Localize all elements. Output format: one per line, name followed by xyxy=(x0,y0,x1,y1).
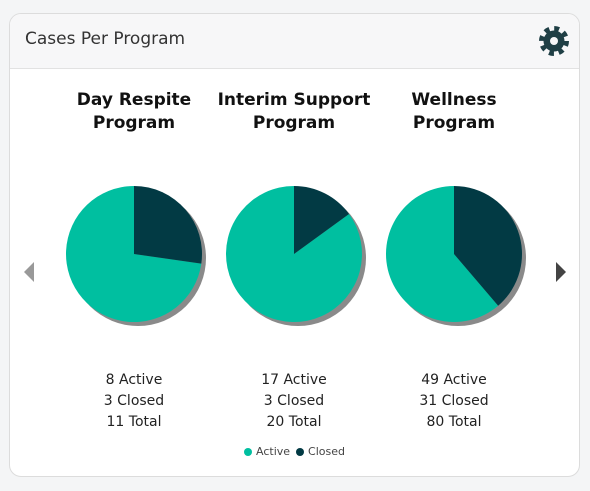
pie-slice xyxy=(294,186,350,254)
chart-title: Interim Support Program xyxy=(217,90,371,133)
next-arrow[interactable] xyxy=(552,260,572,284)
pie-slice xyxy=(386,186,499,322)
stats: 8 Active 3 Closed 11 Total xyxy=(49,370,219,433)
total-line: 80 Total xyxy=(426,414,482,430)
program-chart: Wellness Program 49 Active 31 Closed 80 Tot… xyxy=(369,14,539,454)
stat-line: 3 Closed xyxy=(103,393,165,409)
legend-label: Active xyxy=(256,445,291,458)
total-line: 11 Total xyxy=(106,414,162,430)
pie-slice xyxy=(454,186,522,306)
pie-slice xyxy=(134,186,202,264)
pie-chart xyxy=(226,186,366,326)
pie-slice xyxy=(66,186,202,322)
legend-swatch xyxy=(296,447,305,456)
chart-title: Wellness Program xyxy=(411,90,497,133)
program-chart: Day Respite Program 8 Active 3 Closed 11 To… xyxy=(49,14,219,454)
stat-line: 17 Active xyxy=(261,372,327,388)
stat-line: 8 Active xyxy=(105,372,163,388)
settings-icon[interactable] xyxy=(536,23,572,59)
legend-label: Closed xyxy=(308,445,345,458)
program-chart: Interim Support Program 17 Active 3 Closed… xyxy=(209,14,379,454)
legend-item: Active xyxy=(244,445,290,458)
legend-swatch xyxy=(244,447,252,456)
stat-line: 3 Closed xyxy=(263,393,325,409)
legend-item: Closed xyxy=(296,445,345,458)
stats: 17 Active 3 Closed 20 Total xyxy=(209,370,379,433)
card-header: Cases Per Program xyxy=(10,14,579,69)
pie-chart xyxy=(386,186,526,326)
stats: 49 Active 31 Closed 80 Total xyxy=(369,370,539,433)
legend: Active Closed xyxy=(10,445,579,459)
stat-line: 49 Active xyxy=(421,372,487,388)
stat-line: 31 Closed xyxy=(419,393,489,409)
card-title: Cases Per Program xyxy=(25,29,186,49)
pie-chart xyxy=(66,186,206,326)
total-line: 20 Total xyxy=(266,414,322,430)
chart-title: Day Respite Program xyxy=(76,90,192,133)
prev-arrow[interactable] xyxy=(20,260,40,284)
card: Cases Per Program Day Respite Program 8 A… xyxy=(9,13,580,477)
